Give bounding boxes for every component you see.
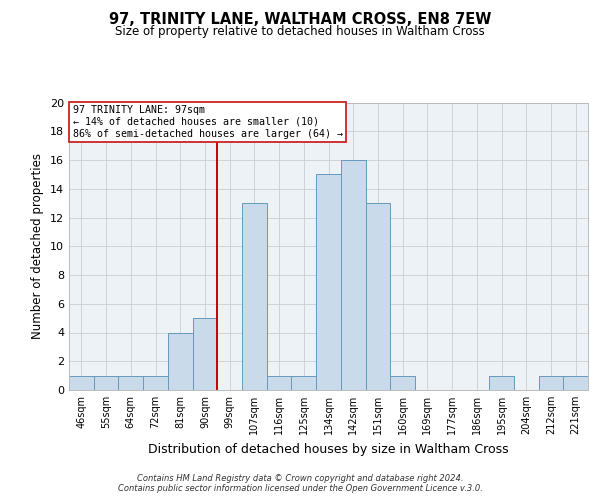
Bar bbox=[94, 376, 118, 390]
Bar bbox=[563, 376, 588, 390]
Text: 97, TRINITY LANE, WALTHAM CROSS, EN8 7EW: 97, TRINITY LANE, WALTHAM CROSS, EN8 7EW bbox=[109, 12, 491, 28]
Bar bbox=[267, 376, 292, 390]
Text: 97 TRINITY LANE: 97sqm
← 14% of detached houses are smaller (10)
86% of semi-det: 97 TRINITY LANE: 97sqm ← 14% of detached… bbox=[73, 106, 343, 138]
Bar bbox=[118, 376, 143, 390]
Text: Contains public sector information licensed under the Open Government Licence v.: Contains public sector information licen… bbox=[118, 484, 482, 493]
Text: Contains HM Land Registry data © Crown copyright and database right 2024.: Contains HM Land Registry data © Crown c… bbox=[137, 474, 463, 483]
Bar bbox=[316, 174, 341, 390]
Y-axis label: Number of detached properties: Number of detached properties bbox=[31, 153, 44, 340]
Bar bbox=[365, 203, 390, 390]
Bar bbox=[143, 376, 168, 390]
Bar bbox=[489, 376, 514, 390]
X-axis label: Distribution of detached houses by size in Waltham Cross: Distribution of detached houses by size … bbox=[148, 442, 509, 456]
Bar bbox=[193, 318, 217, 390]
Bar bbox=[539, 376, 563, 390]
Bar bbox=[69, 376, 94, 390]
Bar bbox=[242, 203, 267, 390]
Bar bbox=[168, 332, 193, 390]
Bar bbox=[341, 160, 365, 390]
Bar bbox=[292, 376, 316, 390]
Text: Size of property relative to detached houses in Waltham Cross: Size of property relative to detached ho… bbox=[115, 25, 485, 38]
Bar bbox=[390, 376, 415, 390]
